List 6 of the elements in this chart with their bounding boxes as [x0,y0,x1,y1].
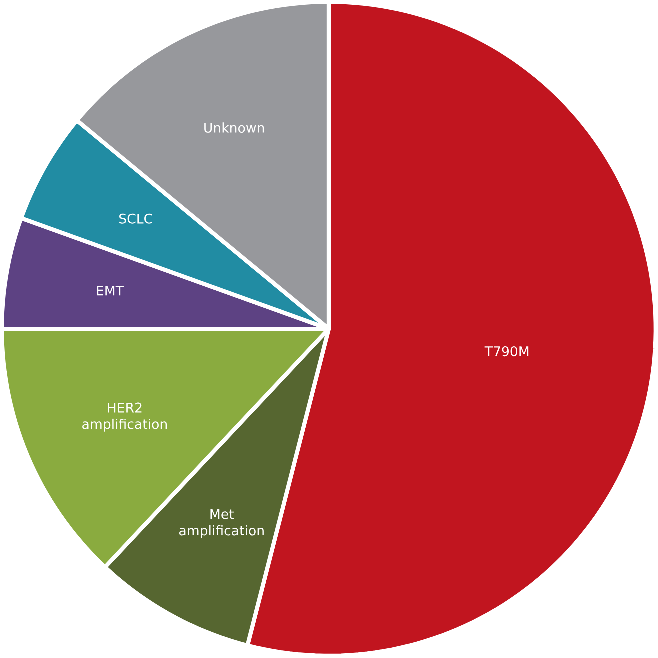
slice-label: T790M [484,346,529,357]
slice-label: HER2 amplification [82,402,168,432]
slice-label: Unknown [204,122,264,133]
slice-label: SCLC [120,214,152,224]
slice-label: Met amplification [180,509,264,538]
slice-label: EMT [97,286,124,296]
